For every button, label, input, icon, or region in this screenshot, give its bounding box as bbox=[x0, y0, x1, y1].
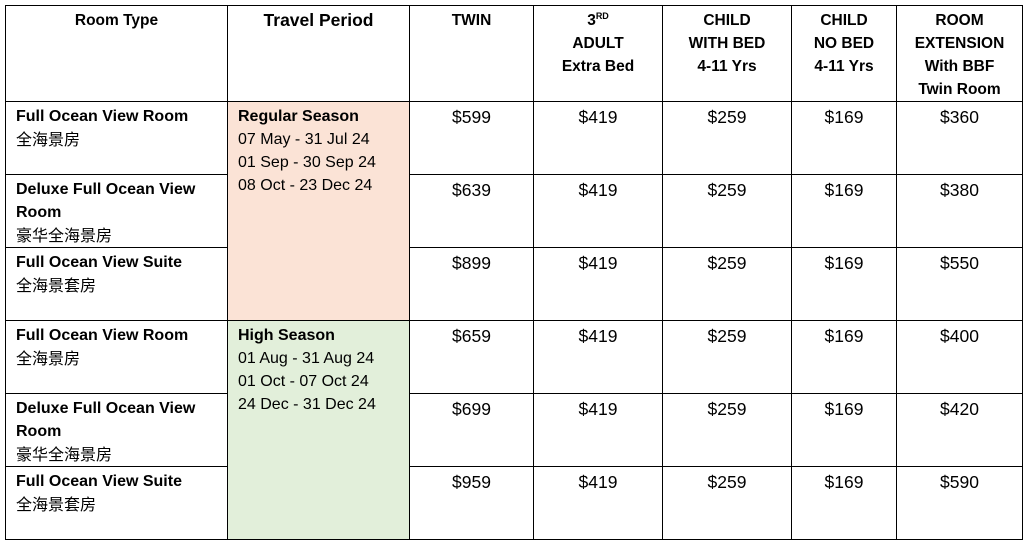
header-row: Room Type Travel Period TWIN 3RD ADULT E… bbox=[5, 5, 1023, 102]
header-third-adult: 3RD ADULT Extra Bed bbox=[533, 5, 663, 102]
season-date: 24 Dec - 31 Dec 24 bbox=[238, 396, 376, 413]
price-room-extension: $420 bbox=[896, 393, 1023, 467]
room-type-cell: Full Ocean View Room 全海景房 bbox=[5, 101, 228, 175]
price-twin: $699 bbox=[409, 393, 534, 467]
price-twin: $899 bbox=[409, 247, 534, 321]
price-child-no-bed: $169 bbox=[791, 320, 897, 394]
price-room-extension: $550 bbox=[896, 247, 1023, 321]
price-twin: $639 bbox=[409, 174, 534, 248]
price-child-with-bed: $259 bbox=[662, 101, 792, 175]
price-room-extension: $380 bbox=[896, 174, 1023, 248]
season-date: 01 Oct - 07 Oct 24 bbox=[238, 373, 369, 390]
season-name: Regular Season bbox=[238, 108, 359, 125]
table-row: Deluxe Full Ocean View Room 豪华全海景房 $699 … bbox=[5, 393, 1023, 467]
price-child-no-bed: $169 bbox=[791, 101, 897, 175]
price-child-no-bed: $169 bbox=[791, 247, 897, 321]
header-room-extension: ROOM EXTENSION With BBF Twin Room bbox=[896, 5, 1023, 102]
price-third-adult: $419 bbox=[533, 393, 663, 467]
header-travel-period: Travel Period bbox=[227, 5, 410, 102]
header-twin: TWIN bbox=[409, 5, 534, 102]
room-type-cell: Full Ocean View Suite 全海景套房 bbox=[5, 466, 228, 540]
price-child-with-bed: $259 bbox=[662, 466, 792, 540]
season-date: 01 Aug - 31 Aug 24 bbox=[238, 350, 375, 367]
price-room-extension: $400 bbox=[896, 320, 1023, 394]
price-third-adult: $419 bbox=[533, 101, 663, 175]
price-third-adult: $419 bbox=[533, 247, 663, 321]
table-row: Full Ocean View Suite 全海景套房 $959 $419 $2… bbox=[5, 466, 1023, 540]
season-name: High Season bbox=[238, 327, 335, 344]
price-third-adult: $419 bbox=[533, 466, 663, 540]
table-row: Full Ocean View Suite 全海景套房 $899 $419 $2… bbox=[5, 247, 1023, 321]
room-type-cell: Full Ocean View Suite 全海景套房 bbox=[5, 247, 228, 321]
travel-period-regular: Regular Season 07 May - 31 Jul 24 01 Sep… bbox=[227, 101, 410, 321]
room-type-cell: Full Ocean View Room 全海景房 bbox=[5, 320, 228, 394]
price-child-no-bed: $169 bbox=[791, 393, 897, 467]
price-child-with-bed: $259 bbox=[662, 174, 792, 248]
price-child-with-bed: $259 bbox=[662, 320, 792, 394]
table-row: Full Ocean View Room 全海景房 High Season 01… bbox=[5, 320, 1023, 540]
price-room-extension: $360 bbox=[896, 101, 1023, 175]
price-third-adult: $419 bbox=[533, 174, 663, 248]
price-twin: $599 bbox=[409, 101, 534, 175]
header-child-with-bed: CHILD WITH BED 4-11 Yrs bbox=[662, 5, 792, 102]
header-room-type: Room Type bbox=[5, 5, 228, 102]
price-twin: $959 bbox=[409, 466, 534, 540]
room-type-cell: Deluxe Full Ocean View Room 豪华全海景房 bbox=[5, 393, 228, 467]
season-date: 07 May - 31 Jul 24 bbox=[238, 131, 370, 148]
price-third-adult: $419 bbox=[533, 320, 663, 394]
price-child-with-bed: $259 bbox=[662, 247, 792, 321]
header-child-no-bed: CHILD NO BED 4-11 Yrs bbox=[791, 5, 897, 102]
table-row: Full Ocean View Room 全海景房 Regular Season… bbox=[5, 101, 1023, 321]
season-date: 08 Oct - 23 Dec 24 bbox=[238, 177, 373, 194]
room-type-cell: Deluxe Full Ocean View Room 豪华全海景房 bbox=[5, 174, 228, 248]
rate-table: Room Type Travel Period TWIN 3RD ADULT E… bbox=[5, 5, 1023, 540]
price-child-no-bed: $169 bbox=[791, 466, 897, 540]
season-date: 01 Sep - 30 Sep 24 bbox=[238, 154, 376, 171]
price-twin: $659 bbox=[409, 320, 534, 394]
price-child-with-bed: $259 bbox=[662, 393, 792, 467]
table-row: Deluxe Full Ocean View Room 豪华全海景房 $639 … bbox=[5, 174, 1023, 248]
price-child-no-bed: $169 bbox=[791, 174, 897, 248]
price-room-extension: $590 bbox=[896, 466, 1023, 540]
travel-period-high: High Season 01 Aug - 31 Aug 24 01 Oct - … bbox=[227, 320, 410, 540]
